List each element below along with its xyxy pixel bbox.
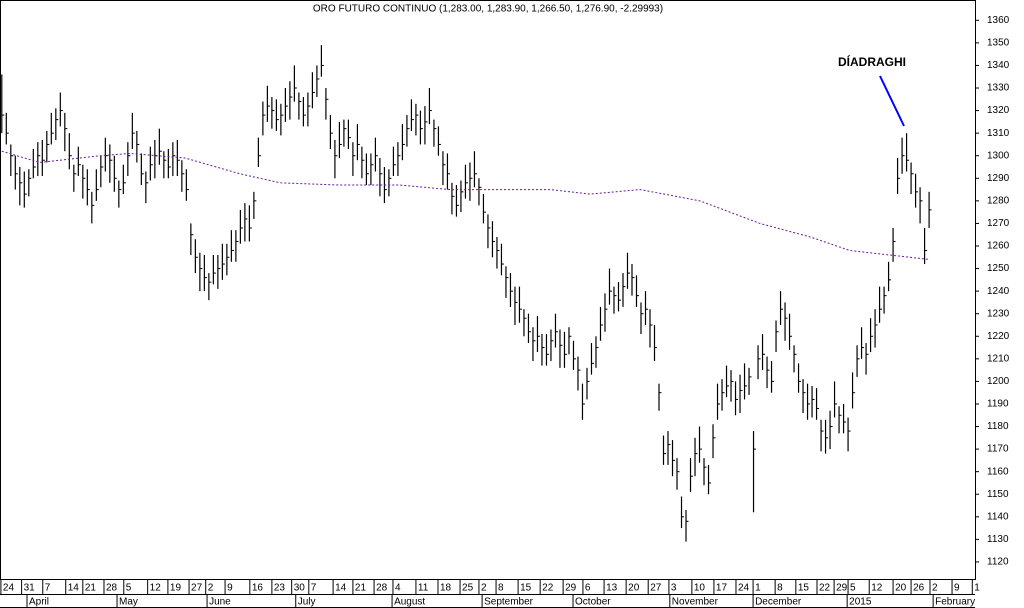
annotation-arrow: [879, 75, 905, 127]
month-label: October: [575, 597, 611, 608]
y-tick-label: 1270: [987, 218, 1010, 229]
month-label: September: [484, 597, 534, 608]
month-label: June: [209, 597, 231, 608]
x-tick-label: 2: [481, 583, 487, 594]
x-tick-label: 2: [932, 583, 938, 594]
y-tick-label: 1140: [987, 511, 1009, 522]
x-tick-label: 15: [520, 583, 532, 594]
y-tick-label: 1210: [987, 353, 1010, 364]
x-tick-label: 19: [170, 583, 182, 594]
x-tick-label: 16: [252, 583, 264, 594]
x-tick-label: 8: [777, 583, 783, 594]
y-tick-label: 1350: [987, 38, 1010, 49]
y-tick-label: 1280: [987, 195, 1010, 206]
y-tick-label: 1290: [987, 173, 1010, 184]
x-tick-label: 1: [755, 583, 761, 594]
x-tick-label: 30: [294, 583, 306, 594]
x-tick-label: 27: [191, 583, 203, 594]
month-label: December: [755, 597, 802, 608]
month-label: April: [29, 597, 49, 608]
x-tick-label: 2: [208, 583, 214, 594]
x-tick-label: 13: [606, 583, 618, 594]
y-tick-label: 1260: [987, 241, 1010, 252]
x-tick-label: 5: [126, 583, 132, 594]
x-tick-label: 29: [836, 583, 848, 594]
x-tick-label: 22: [542, 583, 554, 594]
x-tick-label: 8: [498, 583, 504, 594]
x-tick-label: 17: [716, 583, 728, 594]
x-tick-label: 3: [671, 583, 677, 594]
month-label: February: [935, 597, 975, 608]
y-tick-label: 1360: [987, 15, 1010, 26]
y-tick-label: 1120: [987, 557, 1009, 568]
y-tick-label: 1150: [987, 489, 1009, 500]
y-tick-label: 1190: [987, 399, 1009, 410]
x-tick-label: 31: [24, 583, 36, 594]
x-tick-label: 24: [3, 583, 15, 594]
x-tick-label: 22: [819, 583, 831, 594]
y-tick-label: 1160: [987, 466, 1009, 477]
x-tick-label: 9: [227, 583, 233, 594]
month-label: August: [394, 597, 425, 608]
x-tick-label: 14: [68, 583, 80, 594]
x-tick-label: 6: [585, 583, 591, 594]
y-tick-label: 1130: [987, 534, 1009, 545]
x-tick-label: 12: [150, 583, 162, 594]
x-tick-label: 5: [850, 583, 856, 594]
x-tick-label: 25: [462, 583, 474, 594]
x-tick-label: 29: [565, 583, 577, 594]
x-tick-label: 20: [628, 583, 640, 594]
x-tick-label: 28: [106, 583, 118, 594]
annotation: DÍADRAGHI: [838, 54, 906, 69]
y-tick-label: 1250: [987, 263, 1010, 274]
plot-frame: [0, 0, 976, 580]
y-tick-label: 1330: [987, 83, 1010, 94]
chart-title: ORO FUTURO CONTINUO (1,283.00, 1,283.90,…: [313, 4, 663, 15]
x-tick-label: 7: [45, 583, 51, 594]
x-tick-label: 12: [871, 583, 883, 594]
x-tick-label: 7: [311, 583, 317, 594]
x-tick-label: 11: [418, 583, 429, 594]
y-tick-label: 1340: [987, 60, 1010, 71]
x-tick-label: 21: [85, 583, 97, 594]
y-tick-label: 1220: [987, 331, 1010, 342]
moving-average: [1, 150, 931, 261]
month-label: July: [298, 597, 316, 608]
y-tick-label: 1320: [987, 105, 1010, 116]
y-tick-label: 1180: [987, 421, 1009, 432]
x-tick-label: 9: [954, 583, 960, 594]
x-tick-label: 10: [694, 583, 706, 594]
month-label: November: [672, 597, 719, 608]
x-tick-label: 26: [913, 583, 925, 594]
y-tick-label: 1230: [987, 308, 1010, 319]
y-tick-label: 1200: [987, 376, 1010, 387]
x-tick-label: 4: [395, 583, 401, 594]
x-tick-label: 27: [650, 583, 662, 594]
x-tick-label: 24: [738, 583, 750, 594]
x-tick-label: 23: [274, 583, 286, 594]
y-tick-label: 1300: [987, 150, 1010, 161]
x-tick-label: 28: [376, 583, 388, 594]
y-tick-label: 1240: [987, 286, 1010, 297]
month-label: 2015: [849, 597, 872, 608]
x-tick-label: 14: [335, 583, 347, 594]
x-tick-label: 15: [798, 583, 810, 594]
y-tick-label: 1310: [987, 128, 1010, 139]
y-tick-label: 1170: [987, 444, 1009, 455]
x-tick-label: 1: [974, 583, 980, 594]
month-label: May: [119, 597, 138, 608]
x-tick-label: 20: [895, 583, 907, 594]
x-tick-label: 21: [355, 583, 367, 594]
x-tick-label: 18: [440, 583, 452, 594]
